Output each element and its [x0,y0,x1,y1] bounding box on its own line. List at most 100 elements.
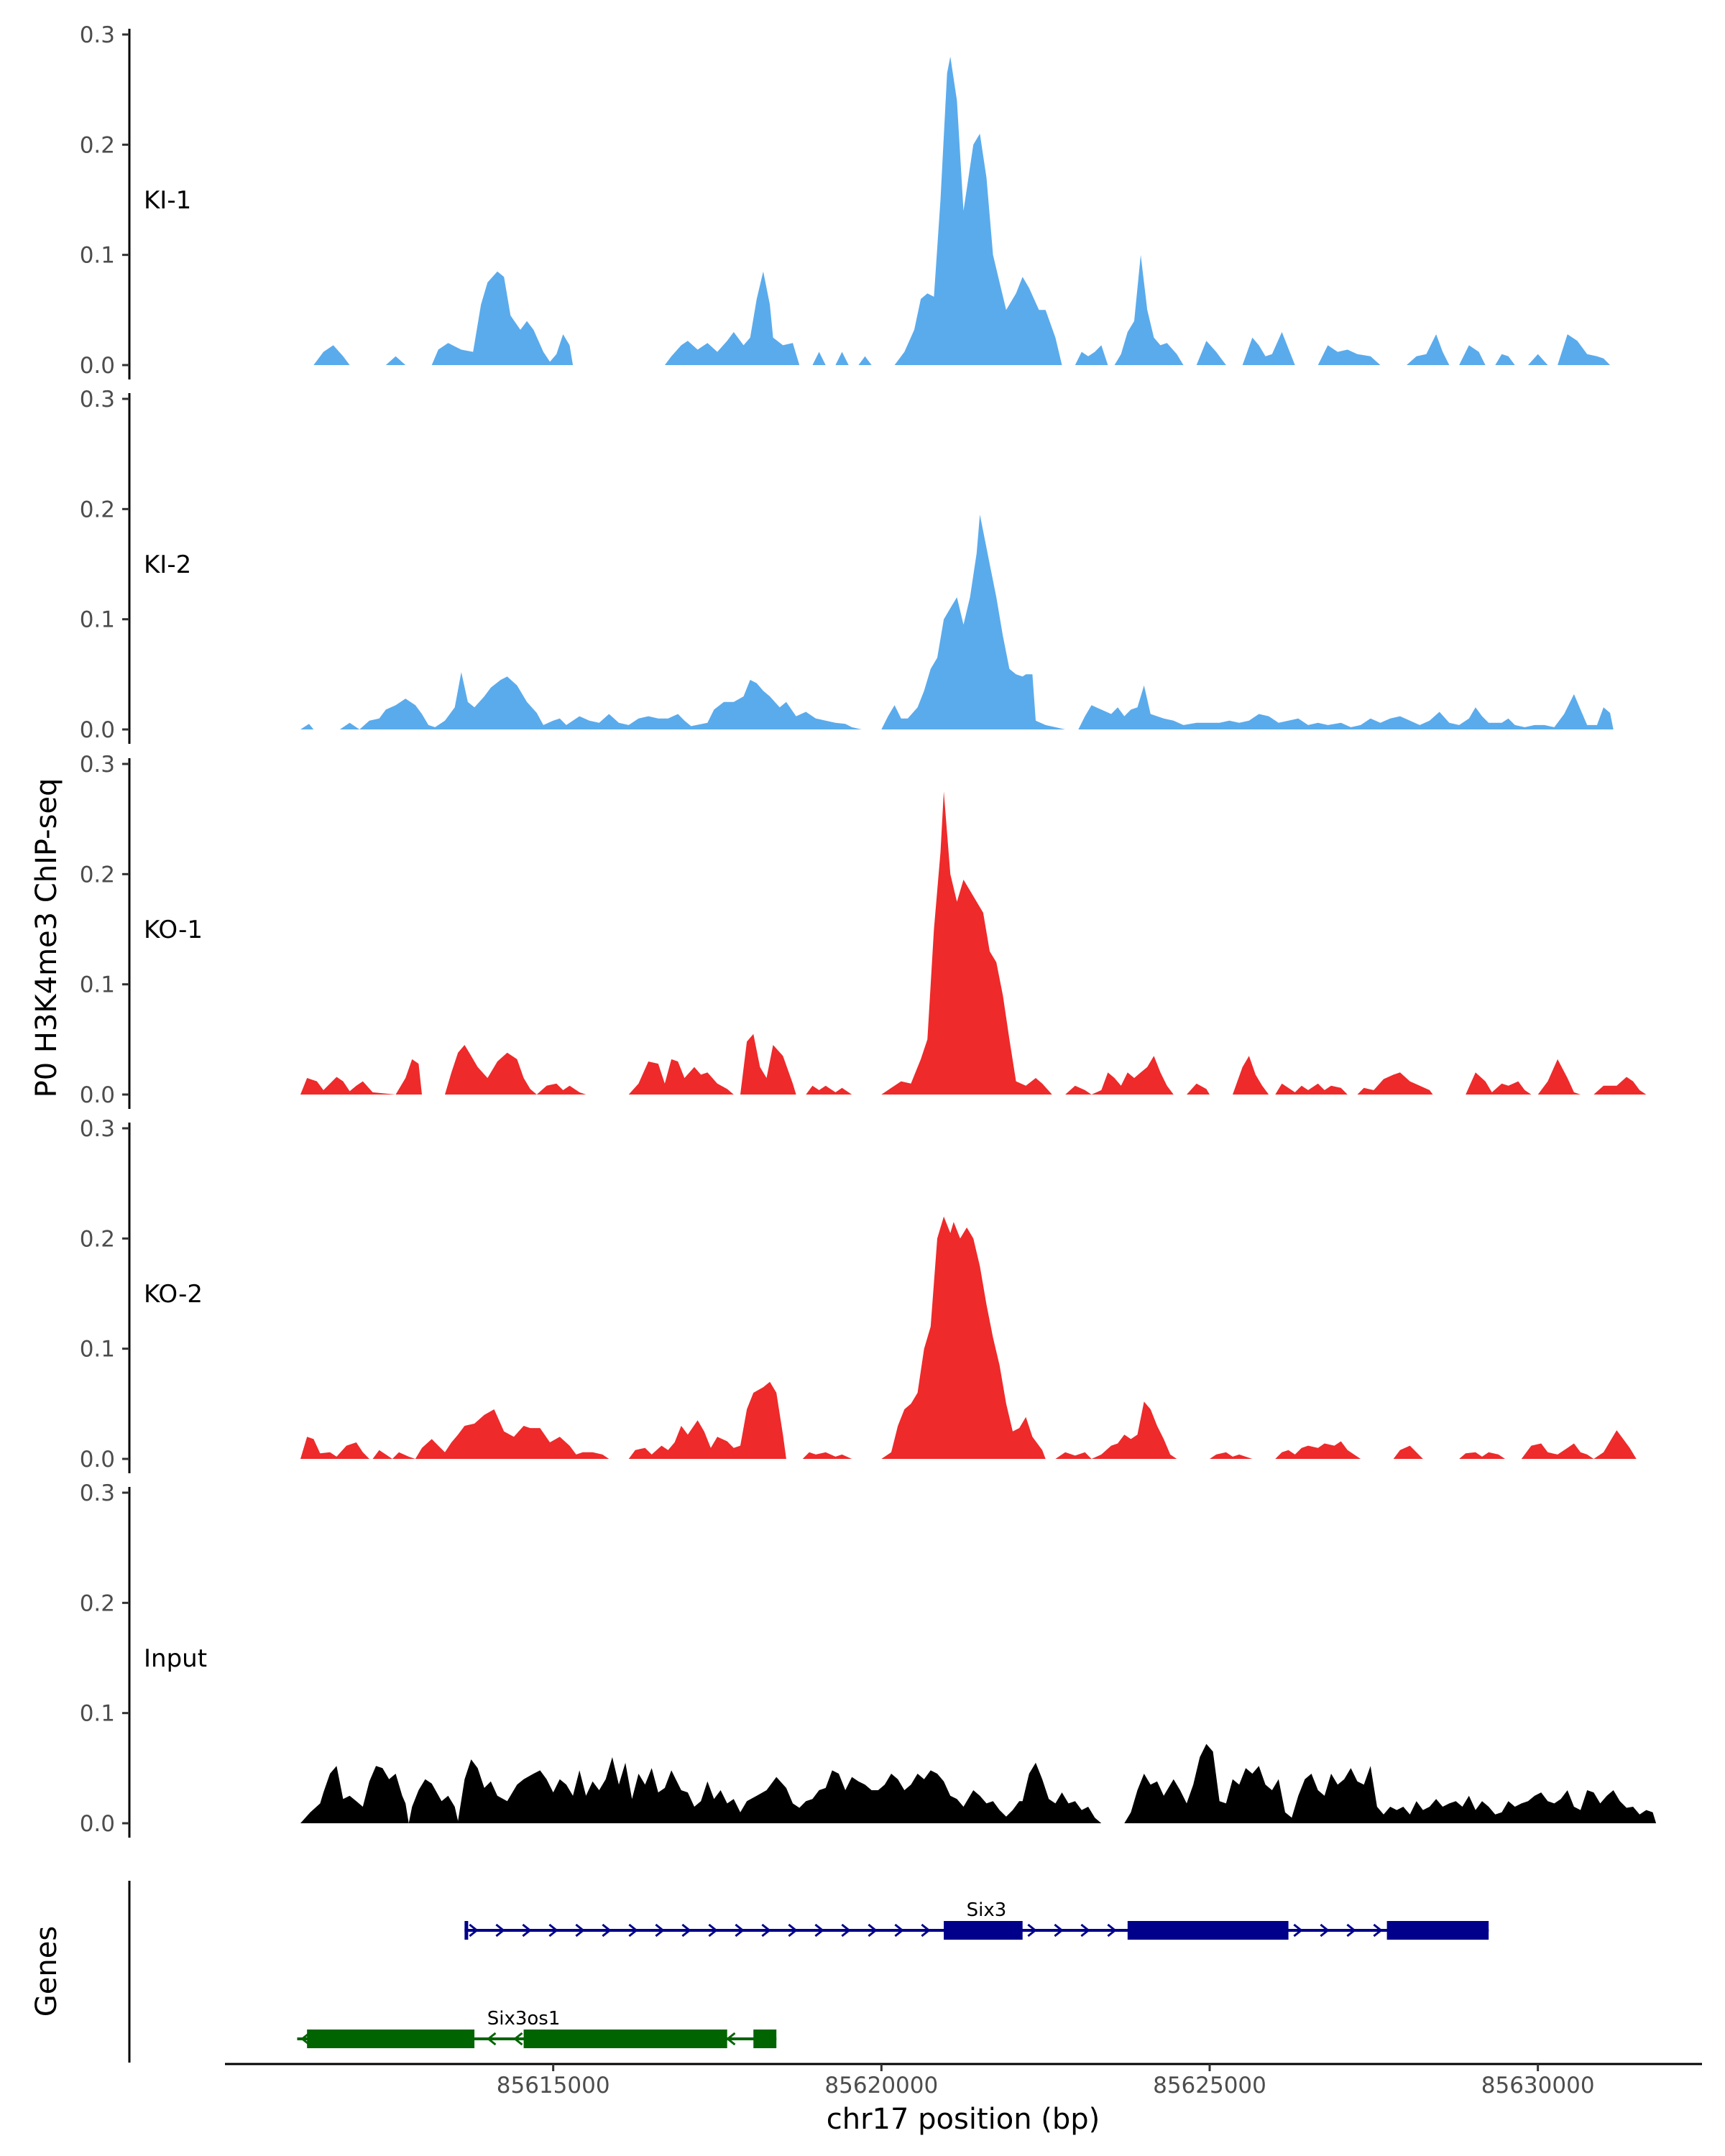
strand-arrow [522,1923,532,1938]
area-segment-ko-2 [300,1437,369,1459]
y-tick-label: 0.1 [80,243,115,269]
gene-panel: Genes Six3 Six3os1 [30,1881,1489,2063]
area-segment-ko-1 [1233,1056,1269,1095]
area-segment-ko-1 [1537,1059,1581,1095]
strand-arrow [1107,1923,1117,1938]
area-segment-ki-1 [1114,254,1184,365]
area-segment-ko-1 [1357,1072,1433,1095]
strand-arrow [628,1923,638,1938]
gene-models: Six3 Six3os1 [297,1899,1489,2048]
x-axis: 85615000 85620000 85625000 85630000 chr17 p… [225,2063,1702,2136]
area-segment-ko-2 [372,1450,392,1459]
area-segment-ko-2 [1055,1452,1092,1459]
track-label-ko-1: KO-1 [144,916,203,944]
area-segment-ki-1 [313,345,350,365]
y-tick-label: 0.3 [80,752,115,778]
y-tick-label: 0.2 [80,497,115,522]
x-tick-label: 85625000 [1153,2073,1266,2099]
strand-arrow [1027,1923,1037,1938]
x-tick-label: 85630000 [1481,2073,1595,2099]
area-segment-ki-2 [339,722,360,729]
area-segment-ko-1 [1466,1072,1532,1095]
area-segment-ko-2 [392,1452,415,1459]
y-tick-label: 0.1 [80,607,115,633]
strand-arrow [655,1923,665,1938]
area-segment-ko-2 [628,1381,786,1459]
y-tick-label: 0.0 [80,717,115,743]
strand-arrow [1320,1923,1330,1938]
area-segment-ki-1 [835,351,849,365]
area-segment-ki-1 [894,56,1062,365]
strand-arrow [921,1923,931,1938]
track-label-ki-1: KI-1 [144,186,191,215]
area-segment-ko-2 [1210,1452,1253,1459]
area-segment-ki-1 [1459,345,1486,365]
area-segment-ko-1 [1593,1077,1647,1095]
area-segment-ko-1 [1275,1083,1348,1095]
area-segment-ki-1 [858,356,872,365]
strand-arrow [726,2032,736,2046]
y-tick-label: 0.2 [80,132,115,158]
area-segment-ki-1 [812,351,826,365]
strand-arrow [1080,1923,1090,1938]
area-segment-ki-1 [1558,334,1611,365]
area-segment-ko-2 [1521,1443,1594,1459]
strand-arrow [708,1923,718,1938]
area-segment-ko-1 [536,1083,586,1095]
area-segment-ko-2 [415,1409,610,1459]
area-segment-ki-2 [359,672,862,729]
track-ko-1: 0.0 0.1 0.2 0.3 KO-1 [80,752,1647,1109]
y-tick-label: 0.3 [80,1116,115,1142]
area-segment-ko-1 [445,1045,537,1095]
area-segment-ki-1 [431,271,574,365]
strand-arrow [548,1923,558,1938]
track-label-input: Input [144,1644,207,1673]
coverage-tracks: 0.0 0.1 0.2 0.3 KI-1 0.0 0.1 0.2 0.3 KI-2 0.0 0.1 0.… [80,22,1657,1838]
strand-arrow [513,2032,523,2046]
area-segment-ki-1 [385,356,406,365]
area-segment-ki-1 [1075,345,1108,365]
track-label-ki-2: KI-2 [144,550,191,579]
strand-arrow [469,1923,479,1938]
gene-six3: Six3 [464,1899,1489,1940]
y-tick-label: 0.1 [80,1337,115,1363]
area-segment-ko-2 [1459,1452,1505,1459]
gene-label-six3os1: Six3os1 [487,2008,561,2030]
area-segment-ki-1 [1242,332,1295,365]
area-segment-ki-1 [664,271,800,365]
x-axis-title: chr17 position (bp) [827,2103,1100,2136]
area-segment-ko-1 [395,1059,422,1095]
strand-arrow [761,1923,771,1938]
gene-six3os1: Six3os1 [297,2008,777,2048]
area-segment-ki-1 [1495,354,1515,365]
strand-arrow [868,1923,878,1938]
y-tick-label: 0.3 [80,387,115,413]
y-tick-label: 0.0 [80,1447,115,1473]
area-segment-input [1124,1743,1657,1823]
area-segment-ko-1 [1065,1085,1092,1095]
strand-arrow [841,1923,851,1938]
area-segment-ko-2 [1275,1441,1361,1459]
exon [1386,1921,1489,1940]
exon [523,2030,727,2048]
y-tick-label: 0.3 [80,1480,115,1506]
area-segment-input [408,1757,1102,1823]
area-segment-ko-2 [802,1452,852,1459]
x-tick-label: 85615000 [497,2073,610,2099]
area-segment-ki-1 [1196,341,1226,365]
area-segment-ko-2 [881,1216,1046,1459]
area-segment-ki-2 [300,724,314,729]
strand-arrow [1054,1923,1064,1938]
strand-arrow [602,1923,612,1938]
strand-arrow [681,1923,691,1938]
exon [753,2030,777,2048]
area-segment-ki-1 [1407,334,1450,365]
y-tick-label: 0.2 [80,1226,115,1252]
strand-arrow [735,1923,745,1938]
strand-arrow [495,1923,505,1938]
y-tick-label: 0.0 [80,1082,115,1108]
area-segment-ki-2 [1078,685,1614,729]
x-tick-label: 85620000 [824,2073,938,2099]
